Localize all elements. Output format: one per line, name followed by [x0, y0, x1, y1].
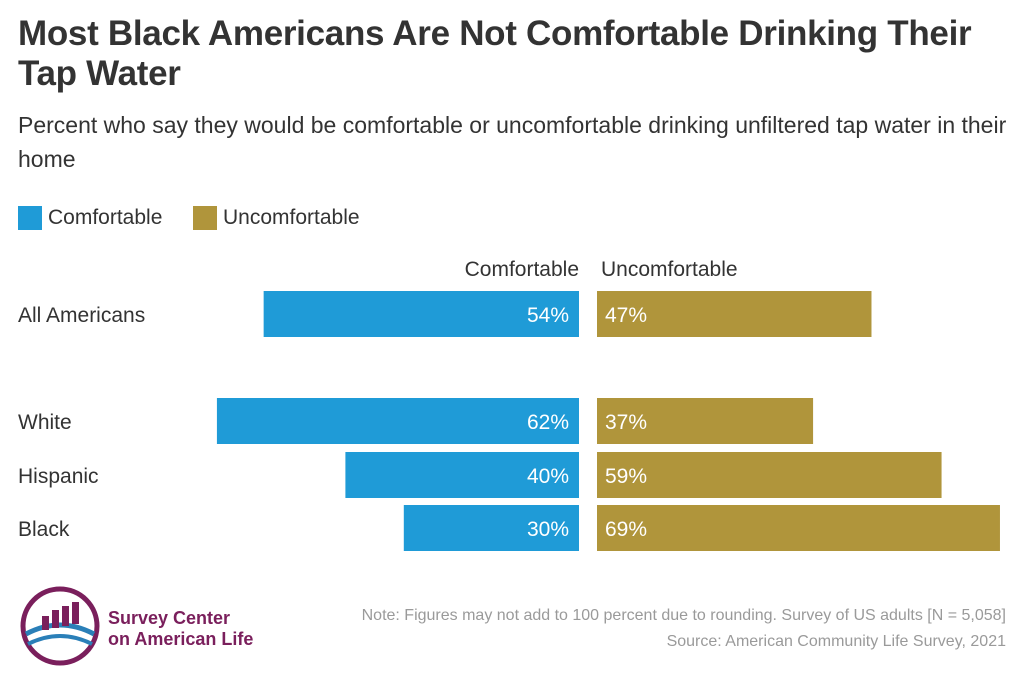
footer-notes: Note: Figures may not add to 100 percent…: [362, 603, 1006, 655]
source-line: Source: American Community Life Survey, …: [666, 633, 1006, 650]
bar-comfortable-white: [216, 398, 580, 444]
value-label-uncomfortable-white: 37%: [605, 411, 647, 434]
footnote: Note: Figures may not add to 100 percent…: [361, 607, 1006, 624]
bar-uncomfortable-hispanic: [597, 452, 942, 498]
bar-comfortable-all-americans: [263, 291, 579, 337]
value-label-comfortable-all-americans: 54%: [527, 304, 569, 327]
column-header-comfortable: Comfortable: [465, 258, 579, 281]
bar-uncomfortable-all-americans: [597, 291, 872, 337]
logo-wordmark: Survey Center on American Life: [108, 608, 253, 650]
legend-item-uncomfortable: Uncomfortable: [193, 204, 360, 232]
chart-subtitle: Percent who say they would be comfortabl…: [18, 112, 1007, 172]
value-label-comfortable-hispanic: 40%: [527, 465, 569, 488]
legend-label-uncomfortable: Uncomfortable: [223, 206, 360, 229]
bar-uncomfortable-white: [597, 398, 814, 444]
chart-title: Most Black Americans Are Not Comfortable…: [18, 14, 972, 93]
value-label-uncomfortable-all-americans: 47%: [605, 304, 647, 327]
logo-line-2: on American Life: [108, 629, 254, 649]
value-label-comfortable-black: 30%: [527, 518, 569, 541]
bar-comfortable-hispanic: [345, 452, 579, 498]
legend-swatch-comfortable: [18, 206, 42, 230]
legend-label-comfortable: Comfortable: [48, 206, 163, 229]
bar-uncomfortable-black: [597, 505, 1000, 551]
value-label-comfortable-white: 62%: [527, 411, 569, 434]
value-label-uncomfortable-black: 69%: [605, 518, 647, 541]
category-label-hispanic: Hispanic: [18, 465, 99, 488]
category-label-black: Black: [18, 518, 70, 541]
column-header-uncomfortable: Uncomfortable: [601, 258, 738, 281]
legend-swatch-uncomfortable: [193, 206, 217, 230]
survey-center-logo-icon: [20, 586, 100, 666]
value-label-uncomfortable-hispanic: 59%: [605, 465, 647, 488]
legend-item-comfortable: Comfortable: [18, 204, 162, 232]
category-label-all-americans: All Americans: [18, 304, 145, 327]
bar-comfortable-black: [403, 505, 579, 551]
category-label-white: White: [18, 411, 72, 434]
logo-line-1: Survey Center: [108, 608, 231, 628]
